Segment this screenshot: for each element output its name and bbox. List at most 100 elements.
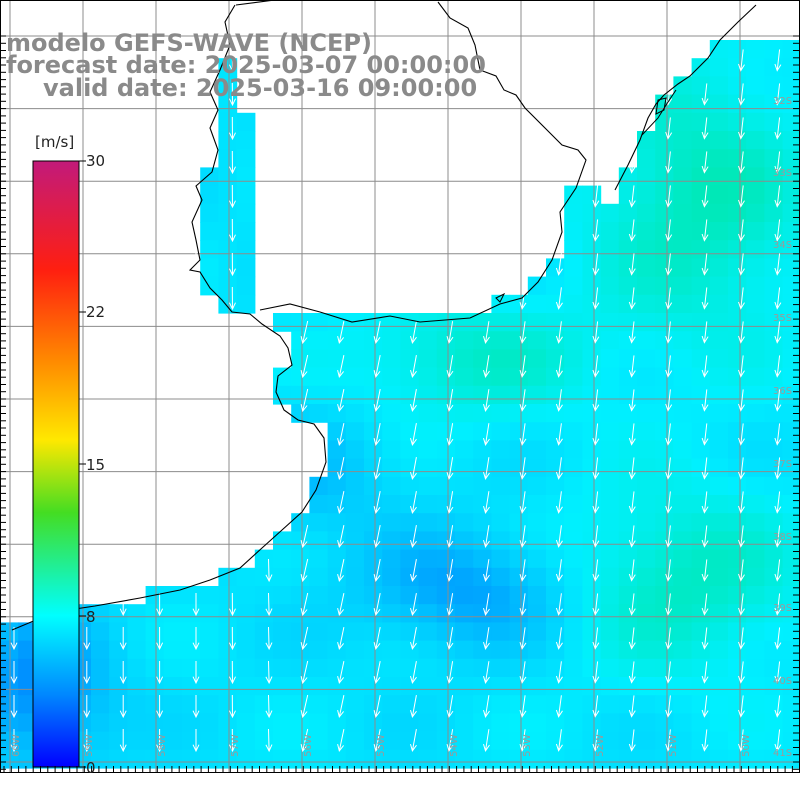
wind-cell: [418, 422, 438, 441]
wind-arrow: [774, 423, 782, 446]
wind-cell: [309, 476, 329, 496]
wind-cell: [691, 58, 711, 77]
wind-cell: [527, 695, 547, 714]
wind-cell: [618, 440, 638, 460]
wind-cell: [345, 531, 365, 551]
wind-cell: [327, 586, 347, 605]
wind-arrow: [337, 320, 345, 345]
wind-arrow: [665, 355, 673, 378]
wind-cell: [400, 586, 420, 605]
wind-cell: [418, 749, 438, 769]
wind-cell: [782, 367, 800, 387]
wind-cell: [728, 149, 747, 168]
wind-cell: [709, 640, 729, 660]
wind-arrow: [300, 694, 309, 719]
wind-cell: [345, 458, 365, 478]
wind-arrow: [519, 695, 527, 718]
wind-cell: [709, 513, 729, 532]
wind-cell: [364, 495, 383, 514]
wind-arrow: [446, 491, 454, 514]
wind-arrow: [446, 695, 454, 718]
wind-cell: [564, 349, 583, 369]
wind-arrow: [373, 627, 381, 651]
wind-cell: [400, 495, 420, 514]
wind-cell: [600, 476, 620, 496]
wind-cell: [509, 331, 529, 350]
wind-cell: [527, 567, 547, 587]
wind-cell: [418, 567, 438, 587]
wind-arrow: [446, 559, 454, 582]
wind-cell: [200, 731, 219, 751]
wind-arrow: [337, 694, 345, 719]
lat-label-37s: 37S: [773, 459, 793, 470]
wind-cell: [236, 658, 256, 678]
wind-cell: [600, 513, 620, 532]
wind-cell: [127, 749, 147, 769]
wind-cell: [309, 349, 329, 369]
wind-arrow: [446, 729, 454, 752]
wind-cell: [582, 622, 602, 642]
wind-cell: [618, 586, 638, 605]
wind-cell: [782, 203, 800, 223]
wind-cell: [327, 695, 347, 714]
wind-cell: [564, 294, 583, 314]
lat-label-34s: 34S: [773, 240, 793, 251]
wind-cell: [509, 440, 529, 460]
wind-cell: [364, 677, 383, 696]
wind-cell: [728, 94, 747, 114]
wind-cell: [600, 658, 620, 678]
wind-cell: [618, 476, 638, 496]
wind-cell: [527, 549, 547, 569]
wind-cell: [637, 567, 656, 587]
wind-cell: [182, 695, 201, 714]
wind-cell: [709, 476, 729, 496]
wind-cell: [637, 713, 656, 733]
wind-cell: [18, 731, 37, 751]
wind-cell: [582, 185, 602, 205]
wind-cell: [327, 604, 347, 623]
wind-cell: [637, 385, 656, 405]
wind-cell: [327, 677, 347, 696]
wind-cell: [382, 349, 401, 369]
wind-cell: [673, 222, 693, 241]
wind-cell: [91, 677, 110, 696]
wind-cell: [691, 276, 711, 296]
wind-cell: [254, 658, 274, 678]
wind-cell: [655, 349, 674, 369]
wind-cell: [327, 331, 347, 350]
wind-arrow: [519, 729, 527, 752]
wind-cell: [345, 349, 365, 369]
wind-cell: [564, 440, 583, 460]
wind-arrow: [300, 354, 309, 379]
wind-cell: [709, 422, 729, 441]
wind-cell: [546, 677, 565, 696]
wind-cell: [746, 385, 765, 405]
wind-cell: [564, 513, 583, 532]
wind-cell: [709, 458, 729, 478]
wind-cell: [746, 40, 765, 59]
wind-cell: [163, 731, 183, 751]
wind-cell: [273, 549, 292, 569]
wind-cell: [254, 640, 274, 660]
wind-cell: [473, 476, 492, 496]
wind-arrow: [592, 253, 600, 276]
wind-arrow: [446, 355, 454, 378]
lagoon-path: [495, 89, 677, 303]
wind-cell: [728, 713, 747, 733]
wind-cell: [291, 622, 310, 642]
wind-cell: [127, 731, 147, 751]
wind-cell: [345, 404, 365, 423]
wind-cell: [673, 586, 693, 605]
wind-cell: [382, 695, 401, 714]
colorbar: [32, 160, 80, 768]
wind-cell: [400, 422, 420, 441]
wind-cell: [564, 422, 583, 441]
wind-cell: [182, 713, 201, 733]
wind-cell: [291, 549, 310, 569]
wind-cell: [400, 531, 420, 551]
wind-arrow: [373, 593, 381, 617]
wind-cell: [418, 458, 438, 478]
wind-cell: [273, 313, 292, 332]
wind-cell: [491, 640, 511, 660]
wind-cell: [709, 604, 729, 623]
